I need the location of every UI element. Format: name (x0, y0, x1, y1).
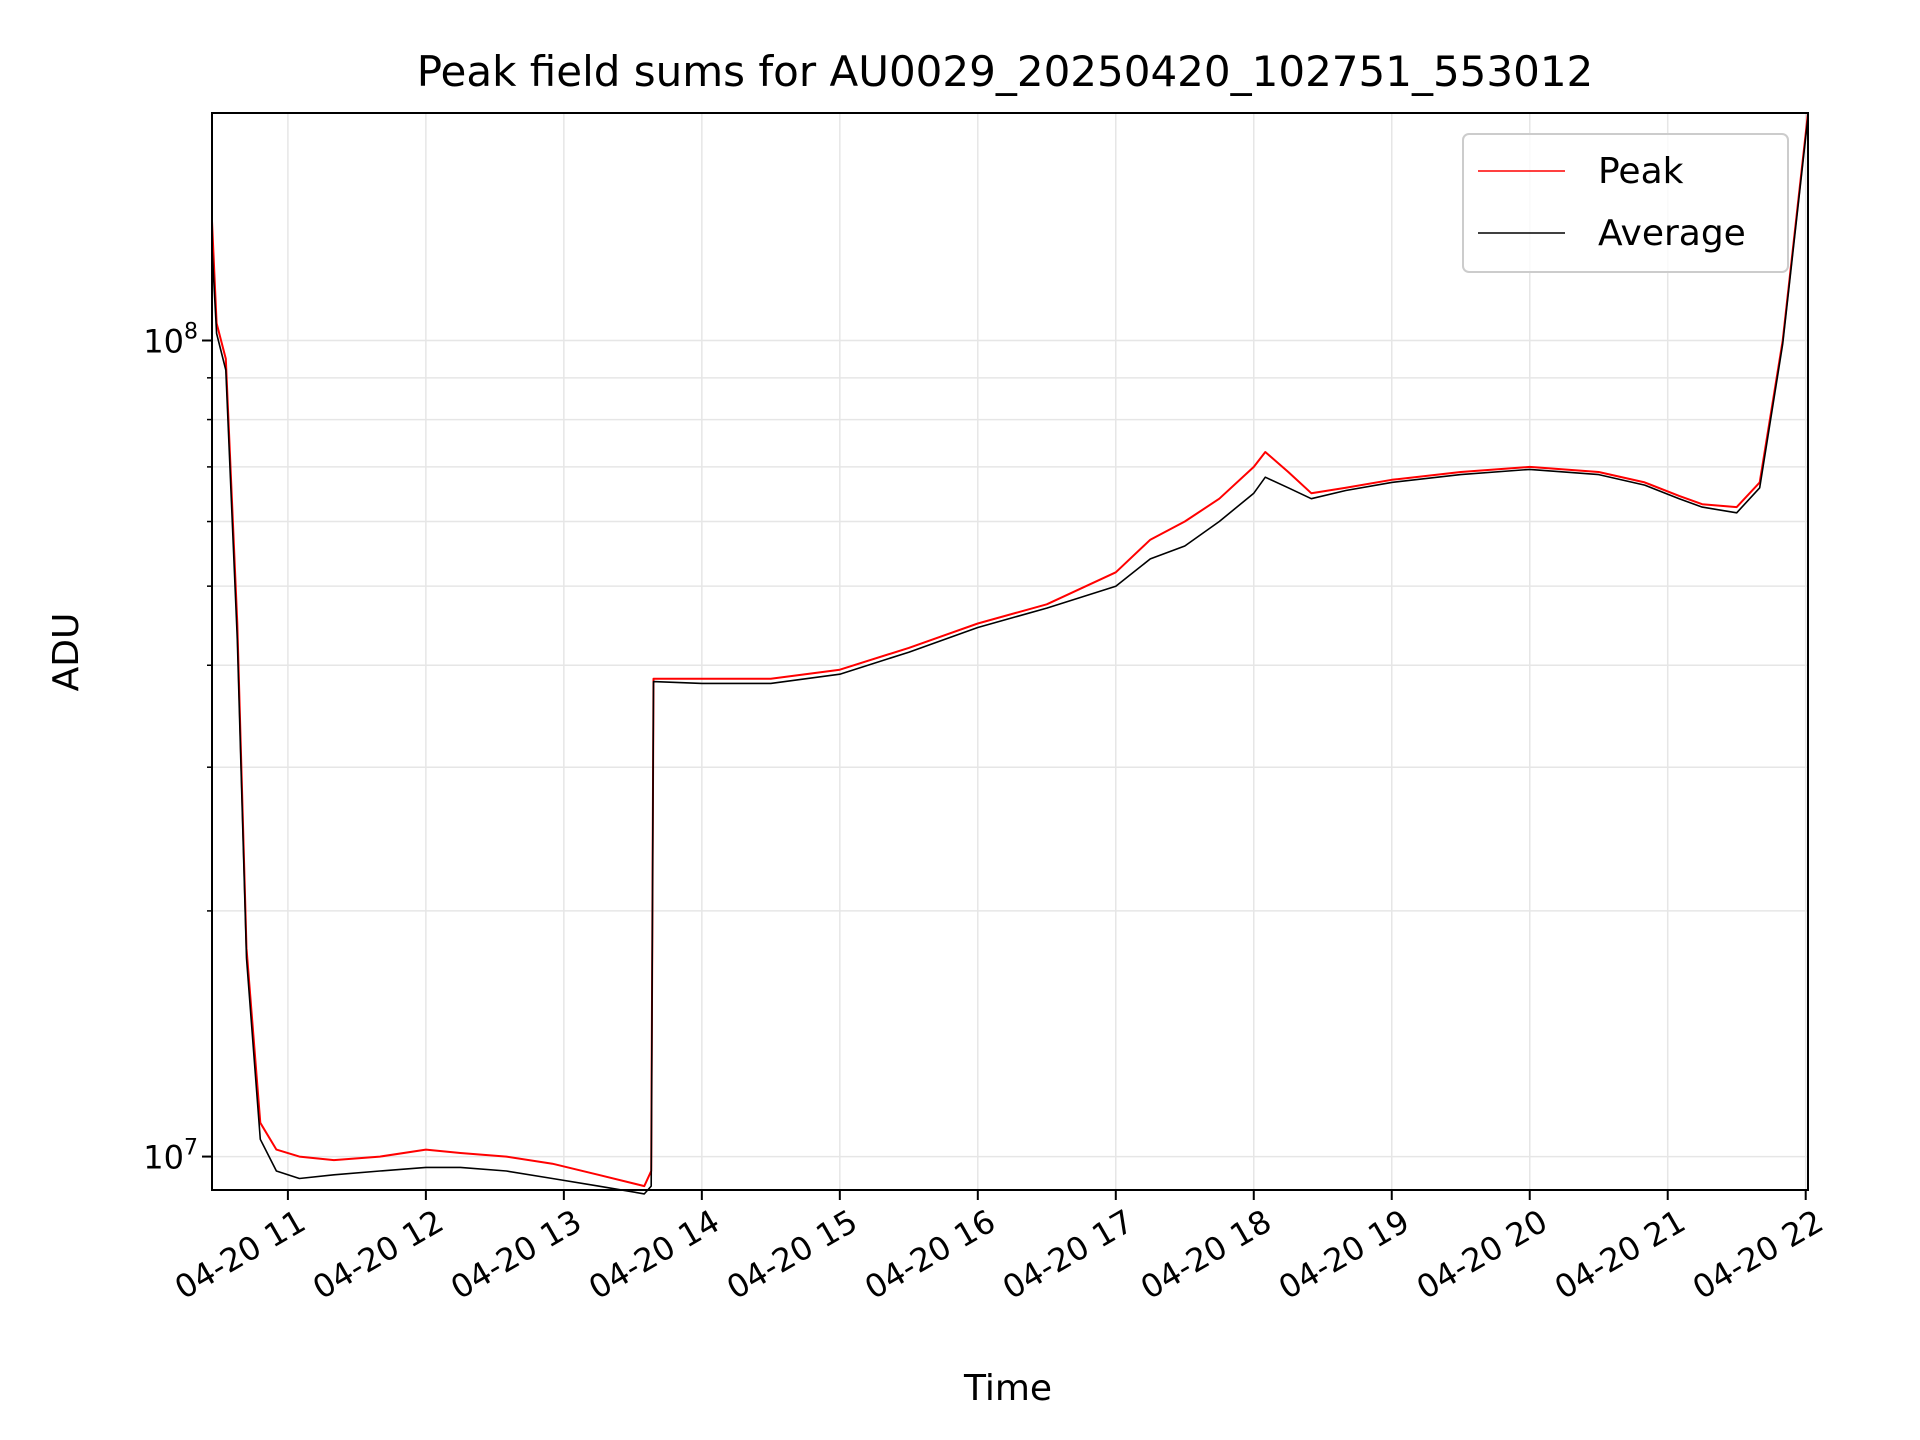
x-axis-label: Time (963, 1368, 1052, 1409)
series-group (211, 112, 1809, 1195)
y-tick-label: 108 (143, 319, 198, 360)
series-line-peak (211, 112, 1809, 1188)
y-axis-label: ADU (46, 613, 87, 692)
series-line-average (211, 116, 1809, 1195)
legend-average-label: Average (1598, 213, 1746, 254)
chart-title: Peak field sums for AU0029_20250420_1027… (417, 47, 1594, 96)
y-tick-label: 107 (143, 1136, 198, 1177)
legend-box (1462, 133, 1789, 273)
plot-area-frame (211, 112, 1809, 1191)
y-axis-ticks: 107 108 (143, 319, 212, 1177)
legend: Peak Average (1462, 133, 1789, 273)
legend-peak-label: Peak (1598, 151, 1684, 192)
